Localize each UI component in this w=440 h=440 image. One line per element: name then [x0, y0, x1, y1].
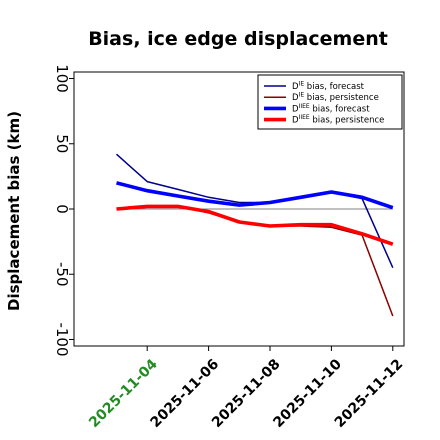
series-line-3 — [116, 181, 394, 210]
chart-title: Bias, ice edge displacement — [88, 28, 388, 50]
y-tick-label: 0 — [53, 204, 71, 214]
x-axis: 2025-11-042025-11-062025-11-082025-11-10… — [86, 346, 406, 431]
series-line-4 — [116, 204, 394, 246]
legend-entry-label: DIE bias, persistence — [292, 92, 379, 104]
y-tick-label: -50 — [53, 262, 71, 287]
y-axis: -100 -50 0 50 100 — [53, 64, 74, 356]
y-tick-label: -100 — [53, 322, 71, 356]
legend-entry-label: DIIEE bias, forecast — [292, 103, 370, 115]
legend-entry-label: DIE bias, forecast — [292, 81, 365, 93]
series-line-1 — [116, 153, 394, 269]
legend-entry-label: DIIEE bias, persistence — [292, 114, 384, 126]
y-axis-label: Displacement bias (km) — [5, 111, 23, 311]
y-tick-label: 100 — [53, 64, 71, 93]
series-lines — [116, 153, 394, 317]
y-tick-label: 50 — [53, 134, 71, 153]
